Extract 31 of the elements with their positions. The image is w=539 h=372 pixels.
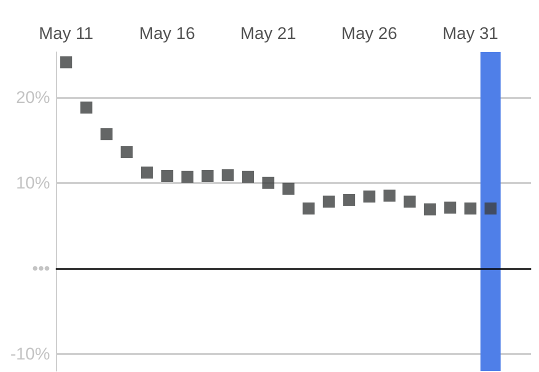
point — [80, 102, 92, 114]
point — [464, 202, 476, 215]
point — [404, 196, 416, 208]
point — [202, 170, 214, 182]
point — [444, 202, 456, 214]
x-tick-label: May 26 — [341, 24, 398, 43]
x-tick-label: May 16 — [139, 24, 196, 43]
point — [181, 170, 194, 183]
y-tick-label: ••• — [32, 258, 50, 278]
point — [484, 202, 497, 215]
point — [140, 166, 153, 179]
x-tick-label: May 21 — [240, 24, 296, 43]
point — [322, 196, 335, 208]
point — [343, 194, 356, 206]
point — [363, 190, 376, 203]
x-tick-label: May 31 — [442, 24, 498, 43]
point — [60, 56, 72, 68]
point — [282, 182, 294, 195]
y-tick-label: 10% — [16, 173, 50, 192]
point — [242, 170, 254, 183]
point — [302, 202, 315, 215]
point — [120, 146, 133, 158]
point — [100, 128, 113, 140]
point — [262, 176, 274, 189]
y-tick-label: 20% — [16, 88, 50, 107]
point — [161, 170, 174, 182]
y-tick-label: -10% — [10, 344, 50, 364]
point — [222, 169, 234, 182]
point — [384, 190, 396, 202]
point — [424, 203, 436, 216]
x-tick-label: May 11 — [38, 24, 94, 43]
